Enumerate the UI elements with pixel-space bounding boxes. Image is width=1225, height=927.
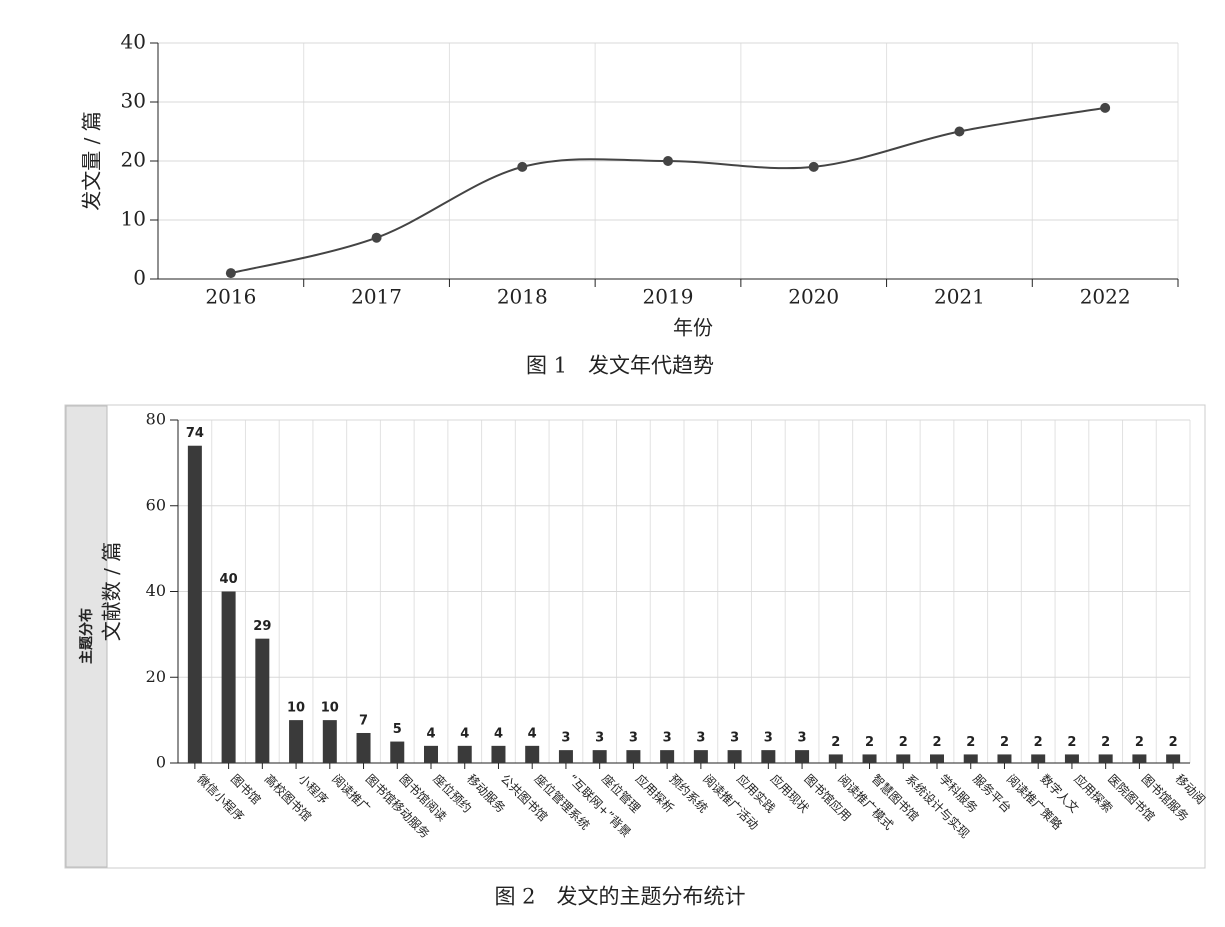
bar — [356, 732, 371, 763]
y-tick-label: 20 — [121, 148, 146, 172]
panel-label: 主题分布 — [78, 608, 95, 664]
figure-caption: 图 2 发文的主题分布统计 — [494, 885, 745, 909]
value-label: 5 — [393, 722, 402, 737]
value-label: 7 — [359, 713, 368, 728]
data-point — [1100, 102, 1111, 113]
bar — [761, 750, 776, 763]
data-point — [371, 232, 382, 243]
bar — [930, 754, 944, 763]
bar — [1031, 754, 1046, 763]
value-label: 3 — [595, 731, 604, 746]
data-point — [663, 156, 673, 166]
x-tick-label: 2022 — [1080, 285, 1131, 309]
y-tick-label: 60 — [146, 495, 166, 514]
value-label: 3 — [730, 731, 739, 746]
value-label: 3 — [798, 731, 807, 746]
x-axis-label: 年份 — [673, 316, 713, 340]
figure-caption: 图 1 发文年代趋势 — [526, 354, 714, 378]
x-tick-label: 2021 — [934, 285, 985, 309]
bar — [963, 754, 978, 763]
y-tick-label: 40 — [121, 30, 146, 54]
bar — [727, 750, 742, 763]
bar — [390, 741, 405, 763]
value-label: 4 — [494, 726, 503, 741]
y-tick-label: 0 — [133, 266, 146, 290]
bar — [862, 754, 877, 763]
bar — [1166, 754, 1181, 763]
value-label: 74 — [186, 426, 204, 441]
data-point — [808, 161, 819, 172]
value-label: 2 — [1135, 735, 1144, 750]
bar — [626, 750, 641, 763]
value-label: 3 — [764, 731, 773, 746]
bar — [289, 720, 304, 763]
value-label: 29 — [253, 619, 271, 634]
bar — [997, 754, 1012, 763]
y-tick-label: 0 — [156, 753, 166, 772]
bar — [592, 750, 607, 763]
y-axis-label: 发文量 / 篇 — [80, 111, 104, 210]
value-label: 2 — [932, 735, 941, 750]
y-tick-label: 10 — [121, 207, 146, 231]
panel-sidebar — [65, 405, 108, 868]
bar — [525, 745, 540, 763]
bar — [491, 745, 506, 763]
value-label: 3 — [663, 731, 672, 746]
value-label: 4 — [426, 726, 435, 741]
bar — [1064, 754, 1079, 763]
value-label: 3 — [629, 731, 638, 746]
bar — [558, 750, 573, 763]
value-label: 2 — [1034, 735, 1043, 750]
bar — [1132, 754, 1147, 763]
value-label: 2 — [966, 735, 975, 750]
bar — [1098, 754, 1113, 763]
value-label: 2 — [831, 735, 840, 750]
value-label: 2 — [1000, 735, 1009, 750]
value-label: 10 — [287, 701, 305, 716]
x-tick-label: 2019 — [643, 285, 694, 309]
value-label: 4 — [528, 726, 537, 741]
value-label: 3 — [561, 731, 570, 746]
bar — [660, 750, 675, 763]
y-tick-label: 20 — [146, 667, 166, 686]
value-label: 2 — [899, 735, 908, 750]
bar — [221, 591, 236, 763]
data-point — [517, 161, 528, 172]
bar — [424, 745, 438, 763]
y-tick-label: 40 — [146, 581, 166, 600]
bar — [693, 750, 708, 763]
bar — [828, 754, 843, 763]
trend-line — [230, 106, 1106, 275]
bar — [896, 754, 911, 763]
value-label: 3 — [696, 731, 705, 746]
y-axis-label: 文献数 / 篇 — [100, 542, 124, 641]
value-label: 10 — [321, 701, 339, 716]
bar — [322, 720, 337, 763]
value-label: 4 — [460, 726, 469, 741]
x-tick-label: 2016 — [205, 285, 256, 309]
bar — [255, 638, 270, 763]
x-tick-label: 2020 — [788, 285, 839, 309]
y-tick-label: 30 — [121, 89, 146, 113]
value-label: 40 — [220, 572, 238, 587]
bar — [795, 750, 810, 763]
data-point — [225, 268, 236, 279]
x-tick-label: 2018 — [497, 285, 548, 309]
value-label: 2 — [865, 735, 874, 750]
data-point — [954, 126, 965, 137]
value-label: 2 — [1067, 735, 1076, 750]
value-label: 2 — [1169, 735, 1178, 750]
value-label: 2 — [1101, 735, 1110, 750]
x-tick-label: 2017 — [351, 285, 402, 309]
panel-frame — [64, 404, 1206, 869]
y-tick-label: 80 — [146, 410, 166, 429]
bar — [187, 445, 202, 763]
bar — [457, 745, 472, 763]
